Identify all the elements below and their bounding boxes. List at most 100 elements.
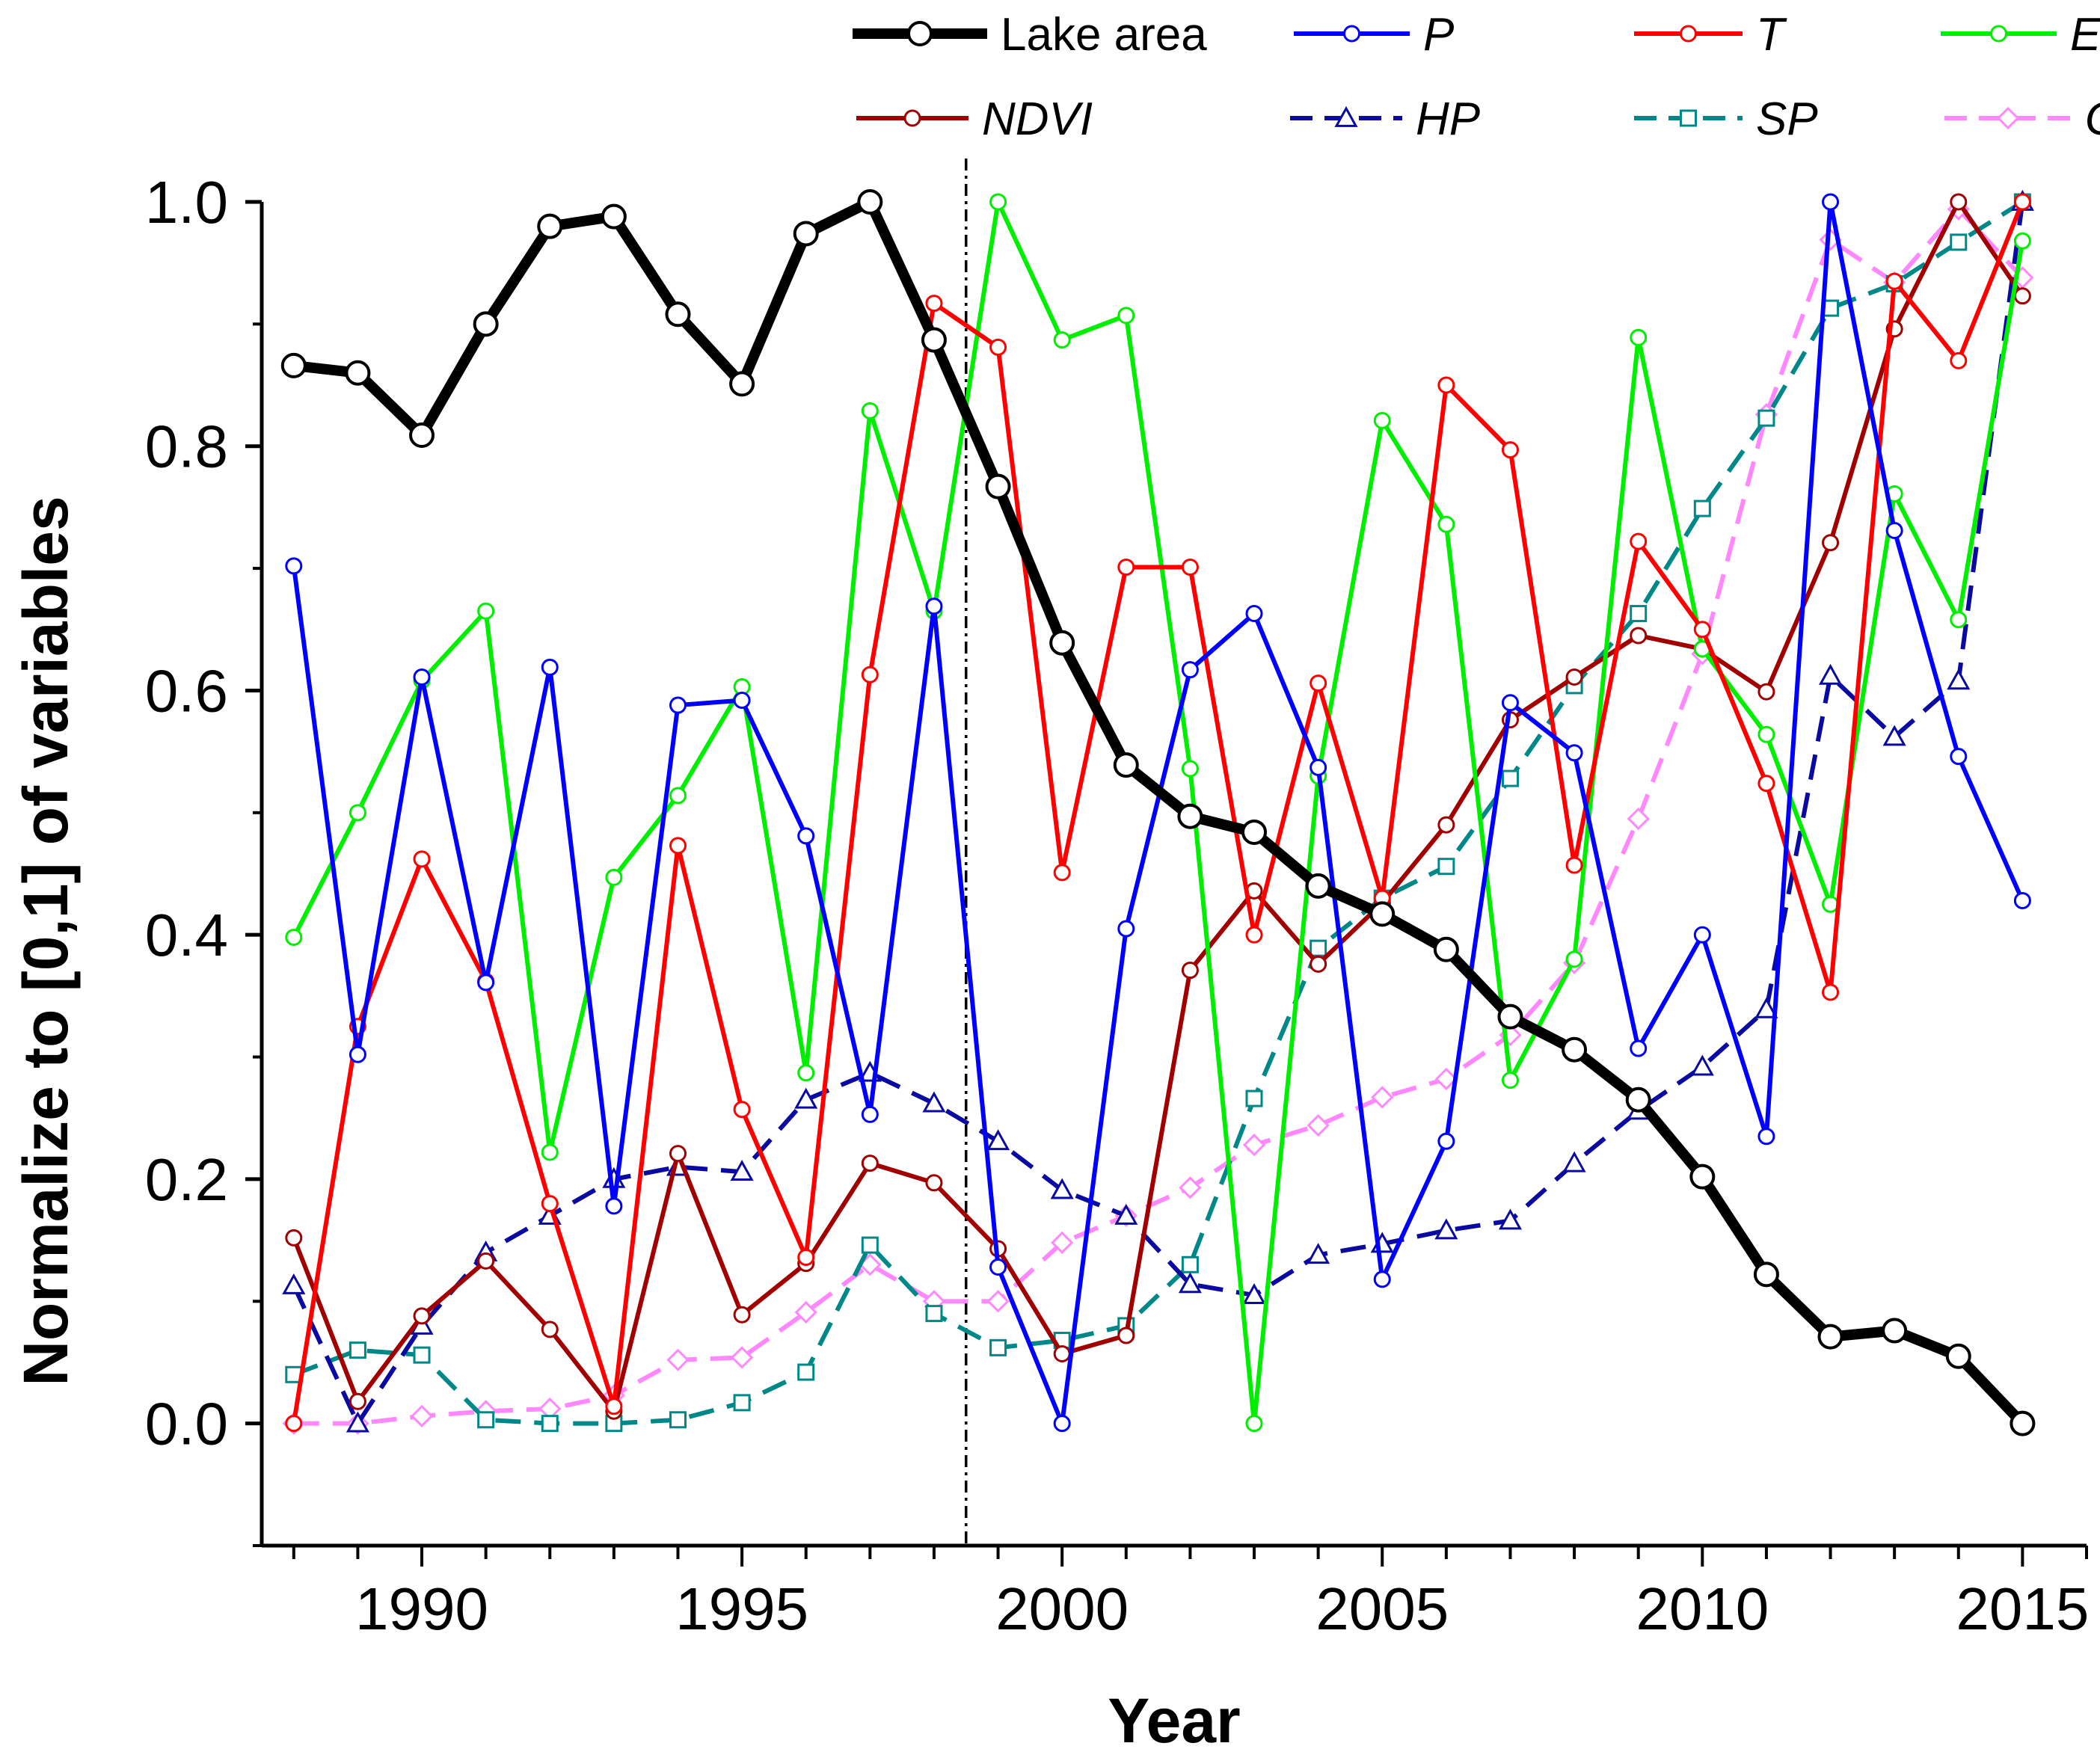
data-point-giov-1995 [730, 1346, 754, 1369]
data-point-t-2014 [1950, 351, 1968, 369]
legend-label-sp: SP [1756, 93, 1818, 145]
data-point-hp-2014 [1947, 668, 1971, 690]
data-point-lake-area-2013 [1882, 1318, 1908, 1344]
data-point-ndvi-2006 [1437, 816, 1455, 834]
data-point-ndvi-2001 [1117, 1327, 1135, 1344]
data-point-ndvi-2008 [1565, 668, 1583, 686]
legend-marker-giov [1996, 106, 2020, 130]
legend: Lake area P T ET0 NDVI HP SP GIOV [853, 9, 2100, 145]
data-point-sp-2011 [1757, 409, 1775, 427]
data-point-p-2008 [1565, 744, 1583, 762]
data-point-p-1994 [669, 696, 687, 714]
data-point-hp-1988 [282, 1273, 306, 1294]
series-line-lake-area [293, 197, 2027, 1427]
data-point-lake-area-2003 [1241, 819, 1268, 845]
data-point-sp-2014 [1950, 233, 1968, 251]
data-point-sp-1991 [477, 1411, 495, 1429]
data-point-t-2008 [1565, 856, 1583, 874]
series-line-giov [293, 206, 2024, 1426]
data-point-p-2000 [1053, 1415, 1071, 1433]
data-point-sp-2002 [1181, 1255, 1199, 1273]
data-point-sp-1998 [925, 1305, 943, 1323]
data-point-ndvi-2004 [1310, 955, 1327, 973]
data-point-lake-area-1994 [665, 301, 691, 328]
data-point-giov-2000 [1051, 1231, 1074, 1254]
data-point-lake-area-2014 [1945, 1343, 1971, 1369]
data-point-t-1995 [733, 1101, 751, 1119]
data-point-p-2014 [1950, 748, 1968, 766]
y-tick-label: 0.0 [145, 1391, 228, 1457]
data-point-ndvi-1991 [477, 1252, 495, 1270]
data-point-hp-1999 [986, 1129, 1010, 1151]
legend-item-sp: SP [1634, 93, 1818, 145]
data-point-giov-2006 [1434, 1067, 1458, 1091]
series-sp [285, 193, 2031, 1433]
data-point-hp-1998 [922, 1091, 946, 1113]
data-point-t-1999 [989, 338, 1007, 356]
data-point-ndvi-1997 [861, 1155, 879, 1172]
data-point-lake-area-1998 [921, 327, 947, 353]
data-point-et0-1993 [605, 868, 623, 886]
data-point-ndvi-1990 [413, 1307, 431, 1325]
legend-item-giov: GIOV [1944, 93, 2100, 145]
data-point-t-2006 [1437, 376, 1455, 394]
data-point-t-2011 [1757, 775, 1775, 793]
data-point-sp-1999 [989, 1338, 1007, 1356]
data-point-lake-area-1990 [409, 422, 435, 449]
series-line-p [291, 200, 2025, 1426]
x-tick-label: 1995 [675, 1576, 808, 1642]
data-point-p-1997 [861, 1105, 879, 1123]
legend-marker-et0 [1990, 25, 2007, 43]
data-point-lake-area-2000 [1049, 630, 1075, 656]
legend-marker-ndvi [903, 109, 921, 127]
series-p [285, 193, 2031, 1433]
legend-item-ndvi: NDVI [856, 93, 1093, 145]
data-point-p-2007 [1501, 694, 1519, 712]
x-tick-label: 2005 [1315, 1576, 1449, 1642]
data-point-hp-2011 [1754, 997, 1778, 1018]
data-point-et0-2011 [1757, 725, 1775, 743]
data-point-ndvi-1989 [349, 1392, 366, 1410]
data-point-hp-2010 [1690, 1054, 1714, 1076]
data-point-p-2004 [1310, 758, 1327, 776]
data-point-sp-2006 [1437, 858, 1455, 876]
series-line-sp [292, 200, 2024, 1426]
data-point-et0-2008 [1565, 950, 1583, 968]
data-point-ndvi-1995 [733, 1306, 751, 1324]
data-point-et0-2015 [2013, 232, 2031, 250]
x-tick-label: 2015 [1956, 1576, 2089, 1642]
y-tick-label: 0.4 [145, 902, 228, 968]
data-point-t-2010 [1693, 621, 1711, 639]
data-point-hp-2007 [1498, 1208, 1523, 1230]
data-point-hp-2006 [1434, 1218, 1458, 1240]
data-point-t-2013 [1885, 272, 1903, 290]
data-point-hp-2003 [1242, 1283, 1266, 1305]
series-t [285, 193, 2031, 1433]
series-line-t [291, 200, 2025, 1424]
legend-marker-t [1680, 25, 1697, 43]
data-point-et0-1999 [989, 193, 1007, 211]
data-point-et0-2005 [1373, 411, 1391, 429]
data-point-lake-area-2009 [1625, 1086, 1651, 1113]
data-point-t-1988 [285, 1415, 303, 1433]
series-line-et0 [292, 200, 2025, 1426]
data-point-t-2009 [1630, 532, 1648, 550]
data-point-hp-1996 [794, 1087, 818, 1109]
data-point-p-1995 [733, 692, 751, 710]
data-point-et0-2006 [1437, 515, 1455, 533]
data-point-sp-1997 [861, 1236, 879, 1254]
x-tick-label: 1990 [355, 1576, 488, 1642]
y-axis-title: Normalize to [0,1] of variables [10, 496, 81, 1386]
y-tick-label: 0.6 [145, 657, 228, 724]
data-point-et0-2009 [1630, 328, 1648, 346]
data-point-lake-area-1991 [473, 311, 499, 337]
series-hp [282, 189, 2034, 1433]
data-point-p-1993 [605, 1197, 623, 1215]
data-point-t-1994 [669, 837, 687, 855]
series-group [280, 189, 2036, 1436]
data-point-hp-2002 [1178, 1272, 1202, 1294]
data-point-ndvi-2011 [1757, 683, 1775, 701]
data-point-hp-1989 [346, 1411, 369, 1433]
